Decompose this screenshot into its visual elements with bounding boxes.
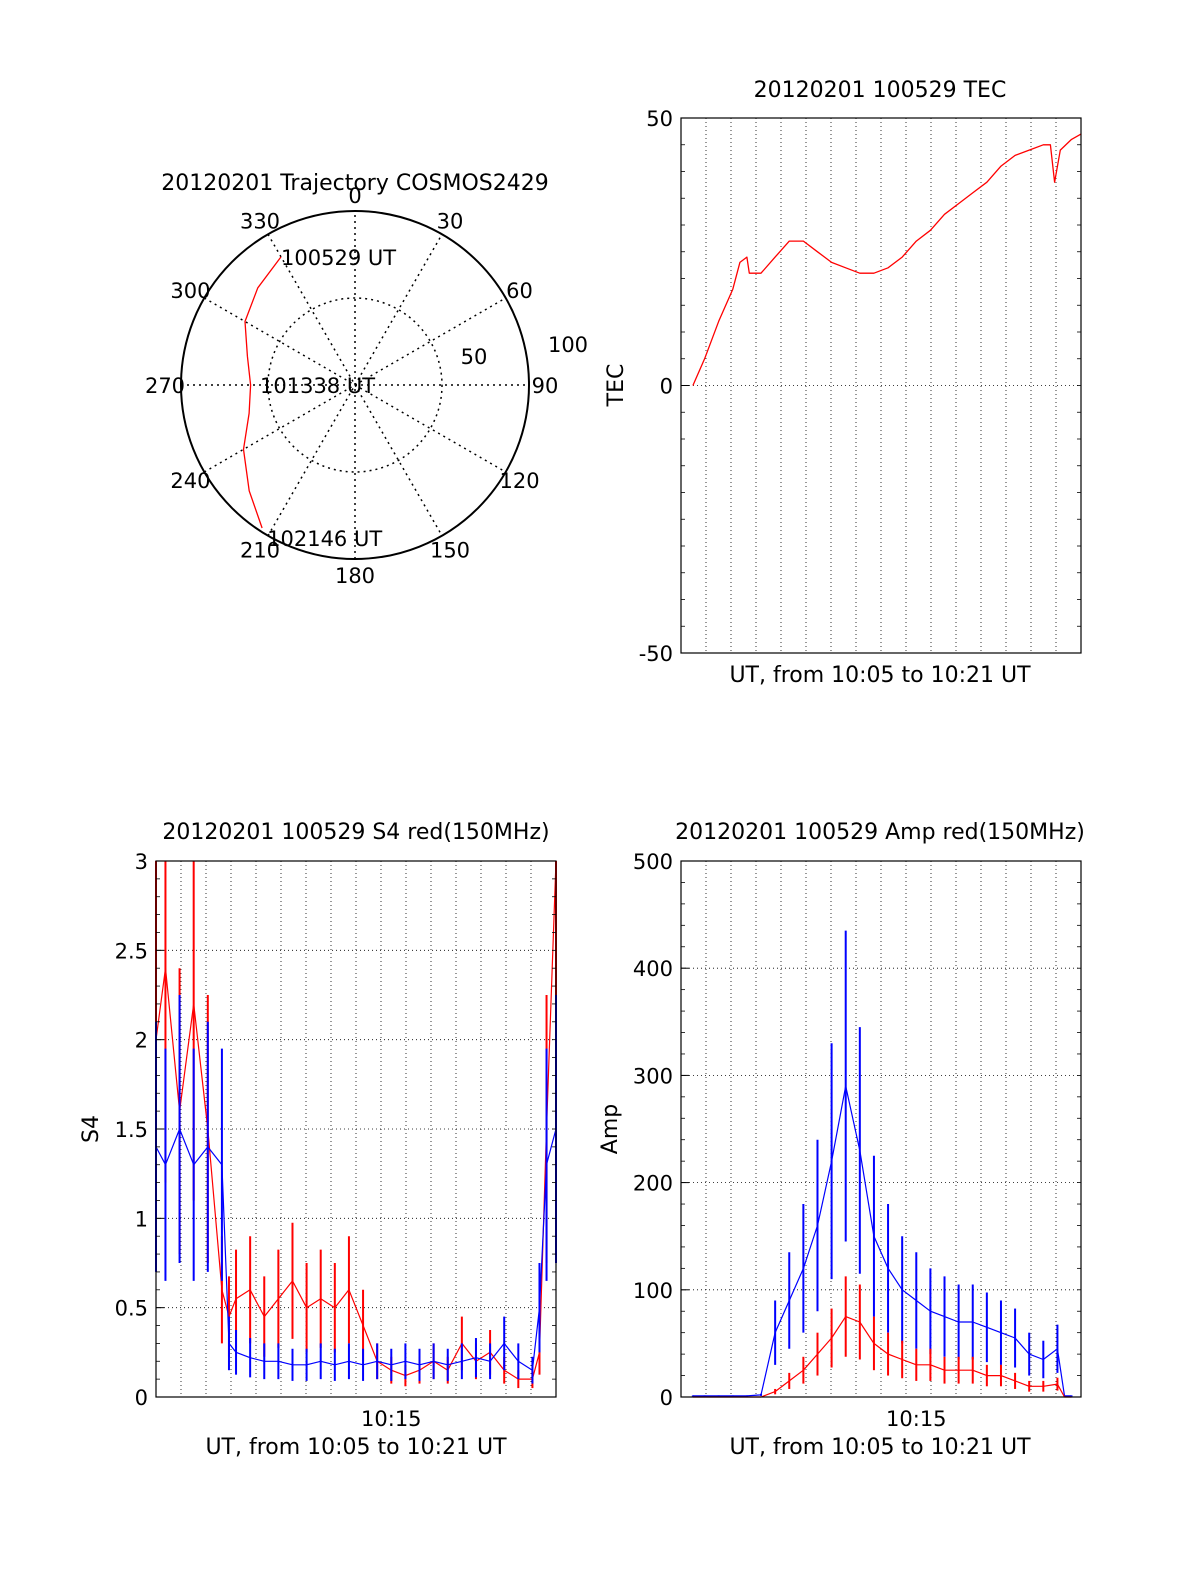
- polar-angle-label: 60: [506, 279, 533, 303]
- y-tick-label: -50: [639, 642, 673, 666]
- series-line-secondary: [155, 1128, 557, 1371]
- y-tick-label: 200: [633, 1172, 673, 1196]
- y-tick-label: 2: [135, 1029, 148, 1053]
- polar-grid-circle: [267, 297, 443, 473]
- amp-ticks: 0 100 200 300 400 500 10:15: [633, 850, 1081, 1431]
- s4-grid: [156, 861, 556, 1397]
- amp-xlabel: UT, from 10:05 to 10:21 UT: [729, 1435, 1031, 1460]
- polar-angle-label: 150: [430, 539, 470, 563]
- tec-grid: [681, 118, 1081, 653]
- tec-plot: 20120201 100529 TEC -50 0 50 UT, from 10:0…: [604, 78, 1082, 688]
- amp-grid: [681, 861, 1081, 1397]
- polar-angle-label: 210: [240, 539, 280, 563]
- series-line-primary: [155, 860, 557, 1380]
- polar-angle-label: 120: [499, 469, 539, 493]
- polar-radial-label: 100: [548, 333, 588, 357]
- y-tick-label: 0: [135, 1386, 148, 1410]
- polar-annotation-label: 102146 UT: [267, 527, 382, 551]
- tec-title: 20120201 100529 TEC: [754, 78, 1007, 103]
- y-tick-label: 3: [135, 850, 148, 874]
- y-tick-label: 2.5: [115, 939, 148, 963]
- polar-annotation-label: 100529 UT: [281, 246, 396, 270]
- polar-angle-labels: 0 30 60 90 120 150 180 210 240 270 300 330: [145, 184, 558, 588]
- amp-frame: [680, 860, 1082, 1398]
- polar-angle-label: 270: [145, 374, 185, 398]
- amp-series: [691, 930, 1073, 1398]
- s4-plot: 20120201 100529 S4 red(150MHz) 0 0.5 1 1.5 2…: [79, 820, 557, 1460]
- tec-series: [692, 133, 1082, 386]
- y-tick-label: 0: [660, 375, 673, 399]
- polar-angle-label: 240: [170, 469, 210, 493]
- s4-title: 20120201 100529 S4 red(150MHz): [162, 820, 549, 845]
- s4-xlabel: UT, from 10:05 to 10:21 UT: [205, 1435, 507, 1460]
- polar-trajectory-line: [242, 256, 282, 529]
- tec-ticks: -50 0 50: [639, 107, 1081, 666]
- polar-grid: [181, 211, 529, 559]
- polar-angle-label: 30: [437, 209, 464, 233]
- polar-annotations: 100529 UT 101338 UT 102146 UT: [260, 246, 396, 551]
- y-tick-label: 400: [633, 957, 673, 981]
- s4-series: [155, 860, 557, 1389]
- amp-ylabel: Amp: [598, 1104, 623, 1154]
- y-tick-label: 0.5: [115, 1297, 148, 1321]
- polar-annotation-label: 101338 UT: [260, 374, 375, 398]
- polar-radial-labels: 50 100: [461, 333, 588, 369]
- polar-radial-label: 50: [461, 345, 488, 369]
- polar-angle-label: 90: [532, 374, 559, 398]
- amp-title: 20120201 100529 Amp red(150MHz): [675, 820, 1085, 845]
- tec-xlabel: UT, from 10:05 to 10:21 UT: [729, 663, 1031, 688]
- polar-trajectory: [242, 256, 282, 529]
- polar-angle-label: 0: [348, 184, 361, 208]
- y-tick-label: 500: [633, 850, 673, 874]
- y-tick-label: 0: [660, 1386, 673, 1410]
- y-tick-label: 50: [646, 107, 673, 131]
- y-tick-label: 100: [633, 1279, 673, 1303]
- x-tick-label: 10:15: [361, 1407, 422, 1431]
- x-tick-label: 10:15: [886, 1407, 947, 1431]
- polar-angle-label: 330: [240, 209, 280, 233]
- polar-title: 20120201 Trajectory COSMOS2429: [161, 171, 548, 196]
- y-tick-label: 1.5: [115, 1118, 148, 1142]
- tec-ylabel: TEC: [604, 364, 629, 408]
- trajectory-polar-plot: 20120201 Trajectory COSMOS2429 0 30 60 90 12…: [145, 171, 588, 588]
- s4-ylabel: S4: [79, 1115, 104, 1143]
- polar-outer-circle: [180, 210, 530, 560]
- amp-plot: 20120201 100529 Amp red(150MHz) 0 100 200 3…: [598, 820, 1085, 1460]
- y-tick-label: 1: [135, 1207, 148, 1231]
- series-line-primary: [692, 133, 1082, 386]
- polar-angle-label: 300: [170, 279, 210, 303]
- s4-ticks: 0 0.5 1 1.5 2 2.5 3 10:15: [115, 850, 556, 1431]
- polar-angle-label: 180: [335, 564, 375, 588]
- y-tick-label: 300: [633, 1064, 673, 1088]
- polar-grid-spoke: [267, 233, 443, 537]
